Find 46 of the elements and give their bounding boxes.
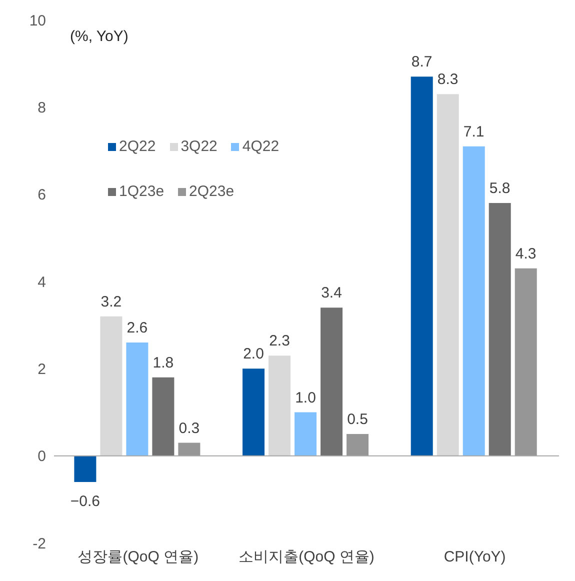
x-tick-label: 소비지출(QoQ 연율) (238, 548, 374, 566)
y-tick-label: 2 (38, 360, 46, 378)
legend-label: 2Q23e (189, 183, 234, 200)
data-label: 2.0 (243, 346, 264, 363)
data-label: 0.5 (347, 411, 368, 428)
data-label: 7.1 (463, 123, 484, 140)
bar (488, 203, 511, 456)
data-label: 3.2 (100, 293, 122, 310)
bar (346, 434, 369, 456)
bar (462, 146, 485, 456)
data-label: 1.0 (295, 389, 316, 406)
y-tick-label: 8 (38, 99, 46, 116)
bar (178, 442, 200, 456)
data-label: 3.4 (321, 284, 342, 302)
data-label: 0.3 (178, 420, 200, 437)
bar (410, 76, 433, 456)
x-tick-label: CPI(YoY) (444, 548, 506, 566)
x-tick-label: 성장률(QoQ 연율) (78, 548, 199, 566)
bar (74, 456, 96, 482)
data-label: 8.7 (411, 54, 432, 71)
bar (436, 94, 459, 456)
y-tick-label: 4 (38, 274, 46, 291)
bar (152, 377, 174, 456)
bar (268, 356, 291, 456)
legend-label: 3Q22 (180, 138, 218, 155)
data-label: 2.6 (126, 320, 148, 337)
data-label: 2.3 (269, 332, 290, 350)
data-label: 1.8 (152, 354, 174, 372)
annotation: (%, YoY) (70, 28, 128, 45)
data-label: 4.3 (515, 245, 536, 262)
bar (294, 412, 317, 456)
data-label: 8.3 (437, 71, 458, 88)
bar (126, 342, 148, 456)
y-tick-label: 0 (38, 448, 46, 466)
bar (320, 308, 343, 456)
data-label: 5.8 (489, 180, 510, 198)
y-tick-label: -2 (32, 535, 46, 552)
legend-label: 2Q22 (119, 138, 156, 155)
data-label: −0.6 (70, 492, 100, 510)
bar (100, 316, 122, 456)
y-tick-label: 10 (29, 12, 46, 30)
y-tick-label: 6 (38, 186, 46, 204)
legend-label: 4Q22 (242, 138, 280, 155)
bar (514, 268, 537, 456)
legend-label: 1Q23e (119, 183, 164, 200)
bar (242, 368, 265, 456)
